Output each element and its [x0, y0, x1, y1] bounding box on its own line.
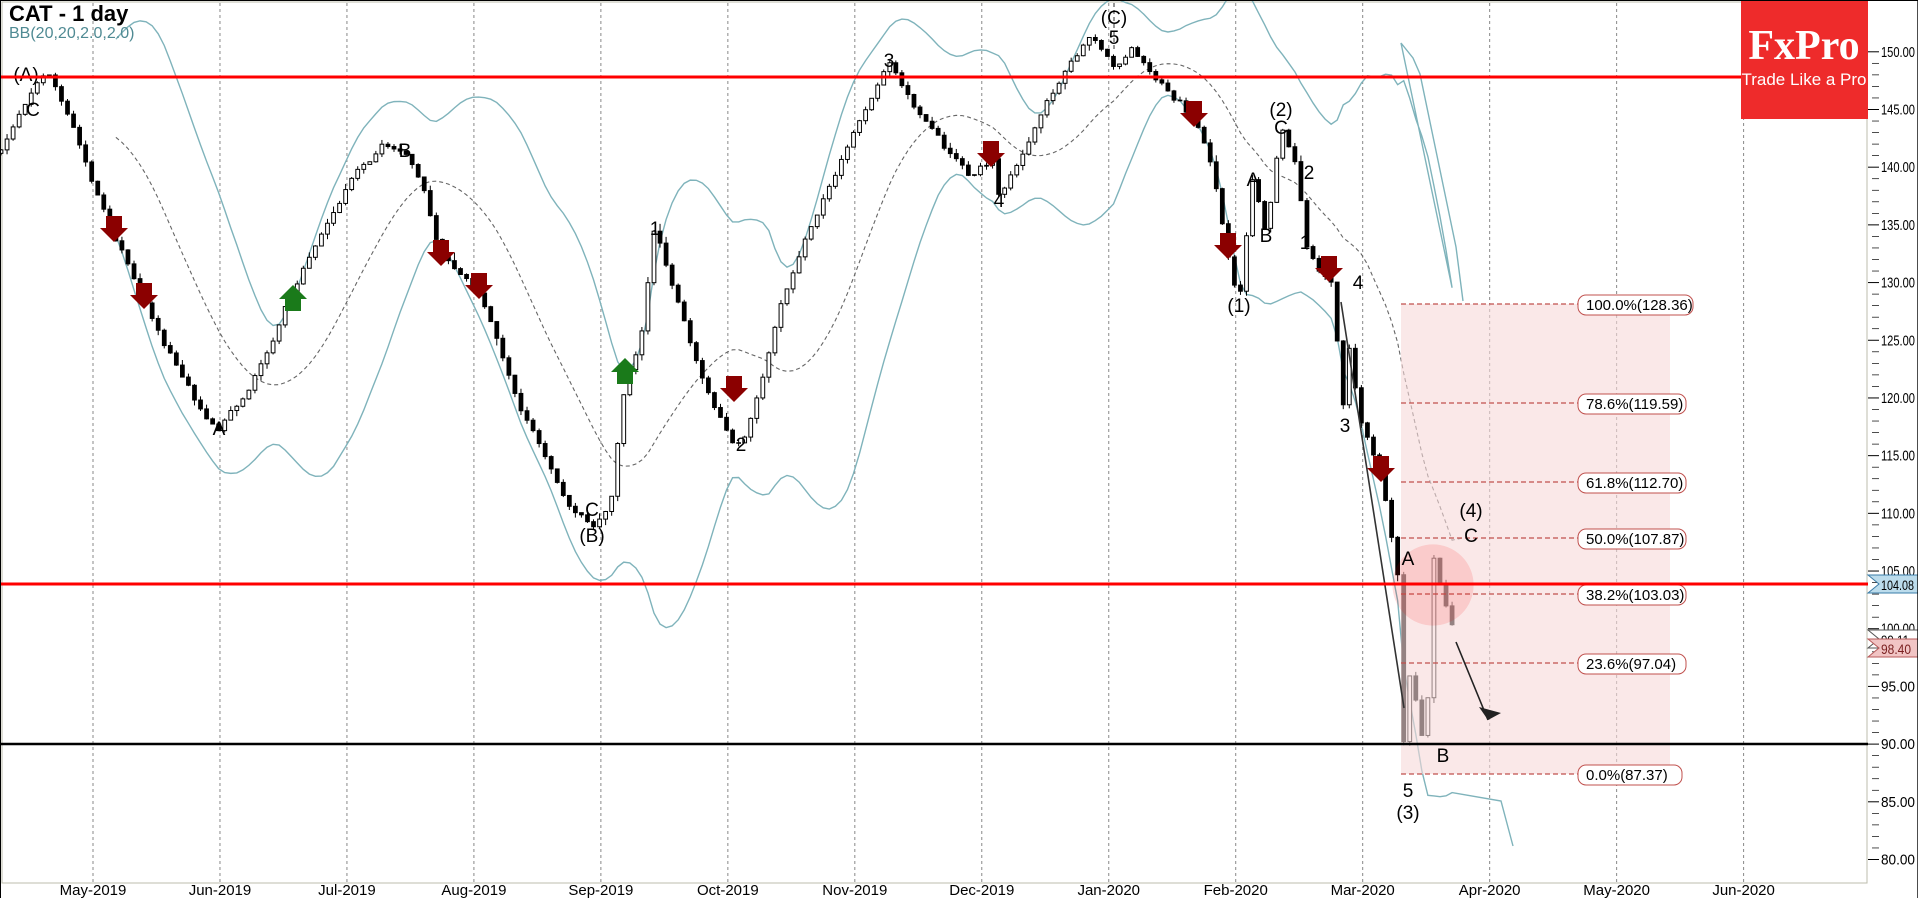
svg-text:50.0%(107.87): 50.0%(107.87) — [1586, 531, 1684, 548]
svg-text:FxPro: FxPro — [1748, 23, 1859, 69]
svg-text:2: 2 — [1304, 163, 1315, 184]
svg-text:Dec-2019: Dec-2019 — [949, 882, 1014, 898]
svg-text:Feb-2020: Feb-2020 — [1204, 882, 1268, 898]
svg-text:145.00: 145.00 — [1881, 101, 1915, 118]
svg-text:(2): (2) — [1269, 100, 1292, 121]
svg-text:(3): (3) — [1396, 803, 1419, 824]
svg-text:A: A — [1402, 549, 1415, 570]
svg-text:May-2019: May-2019 — [60, 882, 127, 898]
svg-text:B: B — [1437, 746, 1450, 767]
svg-text:Sep-2019: Sep-2019 — [568, 882, 633, 898]
svg-text:23.6%(97.04): 23.6%(97.04) — [1586, 656, 1676, 673]
svg-text:CAT - 1 day: CAT - 1 day — [9, 1, 129, 26]
svg-text:5: 5 — [1403, 781, 1414, 802]
svg-text:A: A — [1247, 170, 1260, 191]
svg-text:104.08: 104.08 — [1881, 577, 1914, 593]
svg-text:Jan-2020: Jan-2020 — [1077, 882, 1140, 898]
svg-text:61.8%(112.70): 61.8%(112.70) — [1586, 475, 1683, 492]
svg-text:85.00: 85.00 — [1881, 794, 1915, 811]
svg-text:3: 3 — [884, 51, 895, 72]
svg-text:115.00: 115.00 — [1881, 448, 1915, 465]
svg-text:98.40: 98.40 — [1881, 641, 1911, 657]
svg-text:100.0%(128.36): 100.0%(128.36) — [1586, 297, 1693, 314]
svg-text:125.00: 125.00 — [1881, 332, 1915, 349]
svg-text:90.00: 90.00 — [1881, 736, 1915, 753]
svg-text:110.00: 110.00 — [1881, 505, 1915, 522]
svg-text:78.6%(119.59): 78.6%(119.59) — [1586, 396, 1683, 413]
svg-text:A: A — [213, 419, 226, 440]
svg-text:Aug-2019: Aug-2019 — [441, 882, 506, 898]
svg-text:150.00: 150.00 — [1881, 44, 1915, 61]
svg-text:2: 2 — [736, 435, 747, 456]
svg-text:Mar-2020: Mar-2020 — [1331, 882, 1395, 898]
svg-text:Apr-2020: Apr-2020 — [1459, 882, 1521, 898]
svg-text:C: C — [1464, 526, 1478, 547]
svg-text:B: B — [1260, 226, 1273, 247]
svg-text:130.00: 130.00 — [1881, 275, 1915, 292]
svg-text:C: C — [26, 100, 40, 121]
svg-text:3: 3 — [1340, 416, 1351, 437]
svg-text:5: 5 — [1109, 28, 1120, 49]
svg-text:Nov-2019: Nov-2019 — [822, 882, 887, 898]
svg-text:(C): (C) — [1101, 8, 1127, 29]
svg-text:(1): (1) — [1227, 296, 1250, 317]
svg-text:95.00: 95.00 — [1881, 678, 1915, 695]
svg-text:Jun-2019: Jun-2019 — [189, 882, 252, 898]
svg-text:1: 1 — [1300, 233, 1311, 254]
svg-text:Oct-2019: Oct-2019 — [697, 882, 759, 898]
svg-text:0.0%(87.37): 0.0%(87.37) — [1586, 767, 1668, 784]
svg-text:Jul-2019: Jul-2019 — [318, 882, 376, 898]
svg-text:B: B — [399, 141, 412, 162]
svg-text:80.00: 80.00 — [1881, 852, 1915, 869]
svg-text:4: 4 — [1353, 273, 1364, 294]
svg-text:C: C — [1274, 118, 1288, 139]
svg-text:4: 4 — [994, 191, 1005, 212]
svg-text:135.00: 135.00 — [1881, 217, 1915, 234]
svg-text:1: 1 — [650, 219, 661, 240]
svg-text:C: C — [585, 500, 599, 521]
svg-text:Trade Like a Pro: Trade Like a Pro — [1741, 70, 1866, 89]
svg-text:38.2%(103.03): 38.2%(103.03) — [1586, 587, 1684, 604]
svg-text:Jun-2020: Jun-2020 — [1712, 882, 1775, 898]
svg-text:BB(20,20,2.0,2.0): BB(20,20,2.0,2.0) — [9, 25, 134, 42]
svg-text:(4): (4) — [1459, 501, 1482, 522]
svg-text:120.00: 120.00 — [1881, 390, 1915, 407]
svg-text:(B): (B) — [579, 526, 604, 547]
svg-text:140.00: 140.00 — [1881, 159, 1915, 176]
svg-text:May-2020: May-2020 — [1583, 882, 1650, 898]
